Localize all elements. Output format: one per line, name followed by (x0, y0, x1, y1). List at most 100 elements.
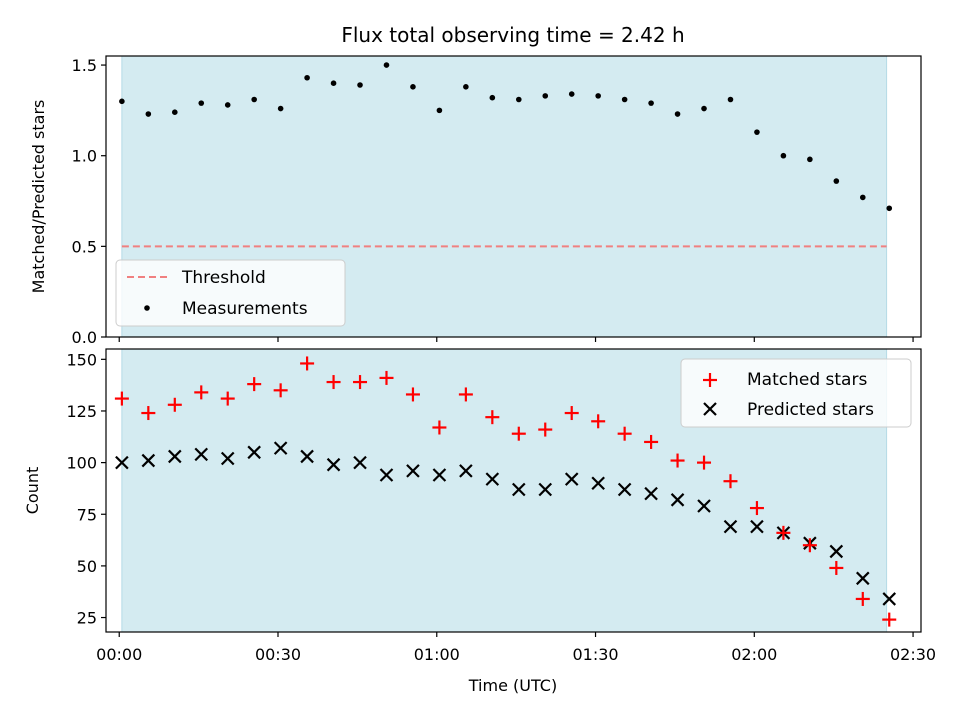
measurement-points (119, 62, 893, 212)
predicted-point (459, 464, 473, 478)
top-ylabel: Matched/Predicted stars (29, 100, 48, 294)
y-tick-label: 0.0 (72, 328, 97, 347)
measurement-point (224, 102, 231, 108)
top-legend: Threshold Measurements (115, 259, 346, 327)
x-tick-label: 00:30 (255, 645, 301, 664)
measurement-point (859, 194, 866, 201)
predicted-point (617, 482, 632, 497)
top-y-ticks: 0.0 0.5 1.0 1.5 (72, 56, 106, 347)
predicted-point (591, 476, 605, 491)
top-legend-box (115, 259, 346, 327)
x-tick-label: 00:00 (96, 645, 142, 664)
matched-point (220, 391, 235, 406)
predicted-point (326, 457, 341, 472)
measurement-point (648, 100, 654, 106)
matched-point (326, 375, 341, 390)
matched-point (141, 406, 156, 421)
matched-point (617, 426, 632, 441)
matched-point (882, 612, 897, 627)
bottom-y-ticks: 25 50 75 100 125 150 (66, 350, 106, 628)
matched-point (538, 422, 553, 437)
predicted-point (141, 453, 156, 468)
predicted-point (723, 519, 738, 534)
measurement-point (833, 178, 840, 184)
matched-point (511, 426, 526, 441)
top-axes-frame (105, 55, 922, 338)
predicted-point (670, 493, 685, 507)
predicted-point (115, 455, 129, 470)
figure-title: Flux total observing time = 2.42 h (341, 23, 684, 47)
measurement-point (780, 152, 787, 159)
y-tick-label: 0.5 (72, 237, 97, 256)
matched-point (670, 453, 685, 468)
predicted-point (750, 519, 764, 534)
measurement-point (727, 96, 734, 103)
measurement-point (119, 98, 125, 105)
measurement-point (330, 80, 337, 86)
measurement-point (489, 94, 496, 101)
matched-point (829, 560, 844, 575)
measurement-point (304, 74, 310, 81)
matched-point (247, 377, 262, 392)
bottom-ylabel: Count (23, 467, 42, 515)
predicted-point (856, 571, 870, 586)
predicted-point (882, 592, 897, 606)
y-tick-label: 1.0 (72, 147, 97, 166)
measurement-point (357, 82, 363, 88)
predicted-point (485, 472, 500, 486)
matched-point (802, 538, 817, 553)
legend-matched-swatch (703, 373, 717, 387)
measurement-point (621, 96, 628, 103)
matched-point (114, 391, 129, 406)
legend-threshold-label: Threshold (181, 268, 266, 288)
matched-point (379, 370, 394, 385)
bottom-subplot: 25 50 75 100 125 150 00:00 00:30 01:00 01:30 02:0… (23, 348, 936, 664)
predicted-point (353, 455, 367, 470)
predicted-point (432, 468, 447, 482)
measurement-point (410, 84, 416, 90)
measurement-point (595, 93, 601, 99)
matched-point (564, 406, 579, 421)
predicted-point (564, 472, 579, 486)
legend-measurements-label: Measurements (182, 299, 308, 319)
predicted-point (406, 464, 420, 478)
measurement-point (277, 105, 284, 112)
bottom-legend-box (680, 358, 912, 428)
predicted-point (247, 445, 261, 460)
matched-point (855, 591, 870, 606)
x-tick-label: 01:30 (572, 645, 618, 664)
predicted-point (300, 449, 314, 464)
measurement-point (171, 109, 178, 115)
legend-predicted-label: Predicted stars (747, 400, 874, 420)
matched-point (405, 387, 420, 402)
predicted-point (512, 482, 526, 497)
matched-point (697, 455, 712, 470)
predicted-point (829, 544, 844, 559)
y-tick-label: 1.5 (72, 56, 97, 75)
matched-point (432, 420, 447, 435)
predicted-point (194, 447, 209, 462)
y-tick-label: 125 (66, 402, 97, 421)
legend-measurements-swatch (144, 305, 150, 311)
bottom-axes-frame (105, 348, 922, 633)
matched-point (300, 356, 315, 371)
predicted-point (644, 486, 658, 501)
measurement-point (701, 105, 707, 112)
measurement-point (568, 91, 575, 97)
bottom-x-ticks: 00:00 00:30 01:00 01:30 02:00 02:30 (96, 632, 936, 664)
matched-point (591, 414, 606, 429)
measurement-point (145, 111, 152, 117)
bottom-legend: Matched stars Predicted stars (680, 358, 912, 428)
measurement-point (886, 205, 893, 212)
predicted-point (273, 441, 288, 455)
measurement-point (542, 93, 549, 99)
predicted-point (379, 468, 394, 482)
matched-point (194, 385, 209, 400)
legend-matched-label: Matched stars (747, 370, 867, 390)
measurement-point (198, 100, 205, 106)
matched-point (749, 501, 764, 516)
matched-point (644, 434, 659, 449)
matched-point (273, 383, 288, 398)
y-tick-label: 50 (77, 557, 97, 576)
